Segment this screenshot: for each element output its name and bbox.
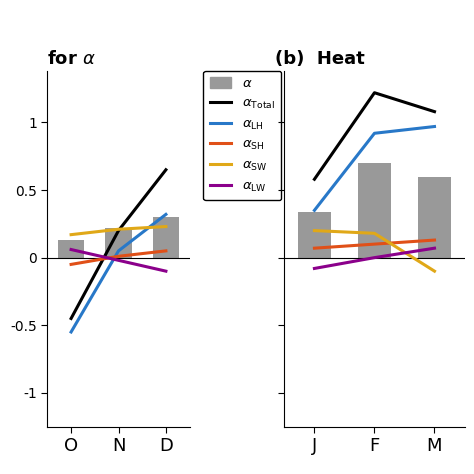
Bar: [298, 212, 331, 258]
Bar: [58, 240, 84, 258]
Text: (b)  Heat: (b) Heat: [275, 50, 365, 68]
Bar: [418, 176, 451, 258]
Legend: $\alpha$, $\alpha_{\mathregular{Total}}$, $\alpha_{\mathregular{LH}}$, $\alpha_{: $\alpha$, $\alpha_{\mathregular{Total}}$…: [203, 71, 281, 201]
Bar: [358, 163, 391, 258]
Y-axis label: ENSO Forcing Strength [Year$^{-1}$]: ENSO Forcing Strength [Year$^{-1}$]: [0, 143, 5, 355]
Text: for $\alpha$: for $\alpha$: [47, 50, 96, 68]
Bar: [105, 228, 131, 258]
Bar: [153, 217, 179, 258]
